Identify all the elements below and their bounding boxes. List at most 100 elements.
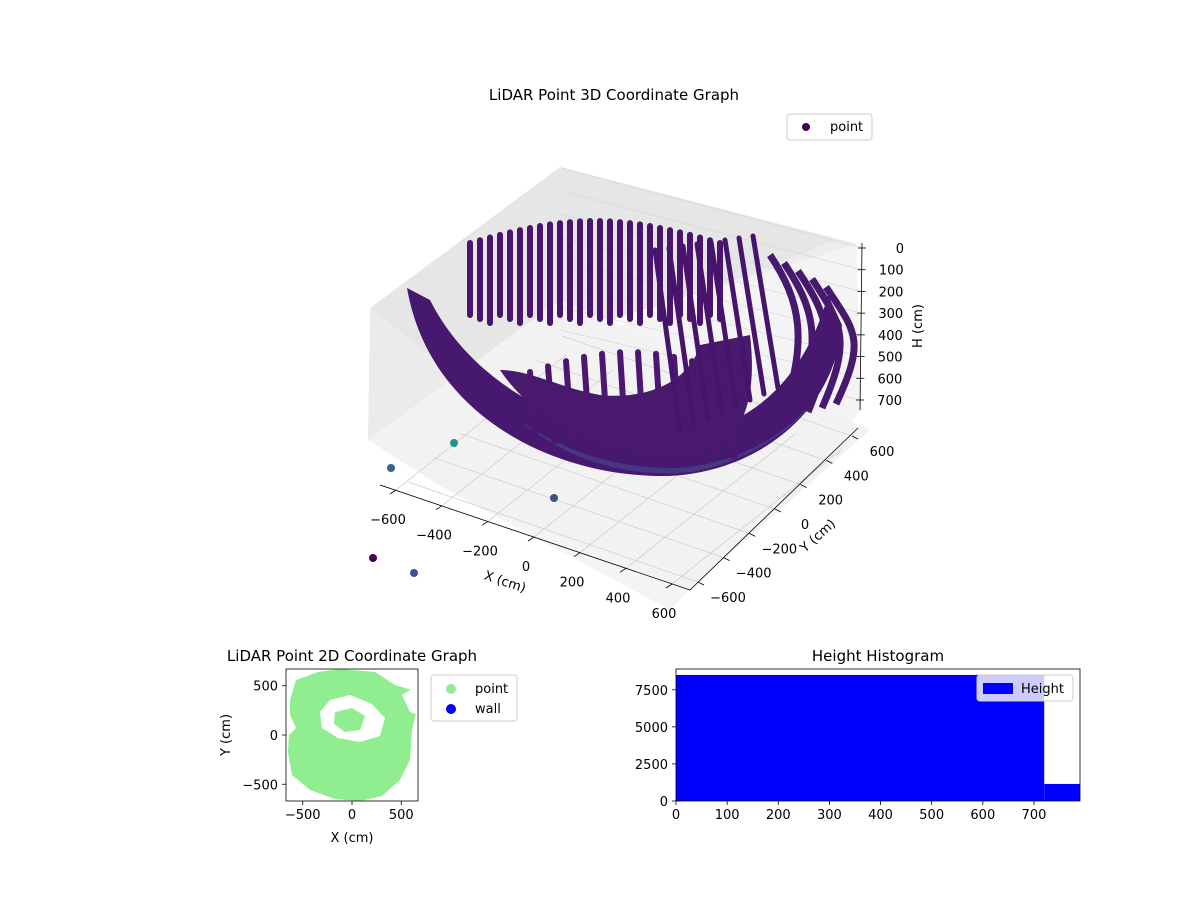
y-tick-label: 0 [660,795,668,810]
y-tick-mark [697,581,705,586]
plot3d-title: LiDAR Point 3D Coordinate Graph [489,86,739,104]
z-tick-label: 0 [896,242,904,257]
legend-swatch-height [983,683,1013,694]
scan-line [581,353,593,448]
x-tick-label: 200 [766,808,791,823]
plot2d-title: LiDAR Point 2D Coordinate Graph [227,647,477,665]
y-tick-label: −400 [736,567,772,582]
y-tick-label: 0 [270,729,278,744]
x-tick-label: −200 [462,544,498,559]
z-axis-line [859,242,863,411]
gap-2d-right [402,685,418,715]
plot3d-legend: point [786,113,873,141]
y-tick-label: −500 [242,778,278,793]
x-tick-label: 500 [389,808,414,823]
y-tick-mark [851,435,859,440]
histogram-bar [1044,783,1080,801]
x-tick-mark [389,489,397,495]
y-tick-label: 5000 [635,721,668,736]
x-tick-label: 600 [652,607,677,622]
grid-line [671,448,843,585]
legend-marker-point [802,123,810,131]
grid-line [561,190,862,271]
scan-line [563,358,575,446]
scan-arc [809,277,844,410]
legend-marker-point [446,684,456,694]
scan-line [725,369,737,460]
y-tick-mark [774,508,782,513]
scan-line [599,350,611,449]
legend-label-point: point [830,120,863,135]
x-tick-mark [573,552,581,557]
x-ticks-2d: −500 0 500 [285,801,414,823]
scan-line [694,241,725,415]
x-tick-label: 600 [970,808,995,823]
x-tick-label: 0 [348,808,356,823]
scan-line [722,237,753,403]
bowl-front-wall [500,335,752,460]
outlier-point [410,569,418,577]
y-tick-label: −200 [761,542,797,557]
x-tick-mark [527,536,535,542]
legend-label-height: Height [1021,682,1064,697]
x-tick-label: 200 [560,576,585,591]
grid-line [625,433,797,569]
legend-box [976,674,1074,702]
grid-line [561,167,863,249]
point-cloud [407,218,858,477]
x-tick-label: 0 [672,808,680,823]
y-tick-label: 200 [818,494,843,509]
scan-line [707,363,719,458]
plot2d: −500 0 500 −500 0 500 LiDAR Point 2D Coordin… [219,647,518,846]
x-tick-mark [619,568,627,573]
legend-marker-wall [446,704,456,714]
x-tick-label: −600 [370,513,406,528]
plot2d-legend: point wall [430,674,518,722]
y-tick-label: 400 [844,469,869,484]
y-axis-label-2d: Y (cm) [219,714,234,757]
y-tick-mark [800,484,807,489]
x-tick-label: 300 [817,808,842,823]
scan-line [527,369,539,443]
scan-line [708,239,739,409]
x-axis-line [379,484,691,591]
z-tick-label: 300 [878,307,903,322]
scan-line [736,235,767,397]
y-ticks-hist: 0 2500 5000 7500 [635,684,676,810]
legend-label-point: point [475,682,508,697]
outlier-point [369,554,377,562]
bowl-bottom [520,390,820,474]
scan-line [653,350,665,454]
z-tick-label: 400 [878,329,903,344]
outlier-points [369,439,558,577]
x-ticks: −600 −400 −200 0 200 400 600 [370,489,677,622]
y-tick-label: −600 [710,591,746,606]
x-tick-label: 100 [715,808,740,823]
scan-line [545,363,557,445]
y-ticks-2d: −500 0 500 [242,680,286,793]
x-tick-label: 0 [522,560,530,575]
scan-lines [467,218,858,460]
y-axis-line [689,427,859,591]
x-tick-label: 700 [1022,808,1047,823]
scan-line [652,247,683,433]
y-tick-label: 500 [253,680,278,695]
y-tick-mark [749,532,756,537]
grid-line [459,432,750,534]
scan-arc [823,285,858,406]
y-tick-label: 2500 [635,758,668,773]
scan-line [680,243,711,421]
x-tick-label: 400 [606,591,631,606]
y-tick-mark [723,557,730,562]
x-ticks-hist: 0 100 200 300 400 500 600 700 [672,801,1047,823]
histogram-title: Height Histogram [812,647,944,665]
x-axis-label-2d: X (cm) [331,831,374,846]
z-axis-label: H (cm) [911,304,926,348]
histogram-legend: Height [976,674,1074,702]
outlier-point [550,494,558,502]
y-tick-label: 7500 [635,684,668,699]
z-tick-label: 600 [877,372,902,387]
